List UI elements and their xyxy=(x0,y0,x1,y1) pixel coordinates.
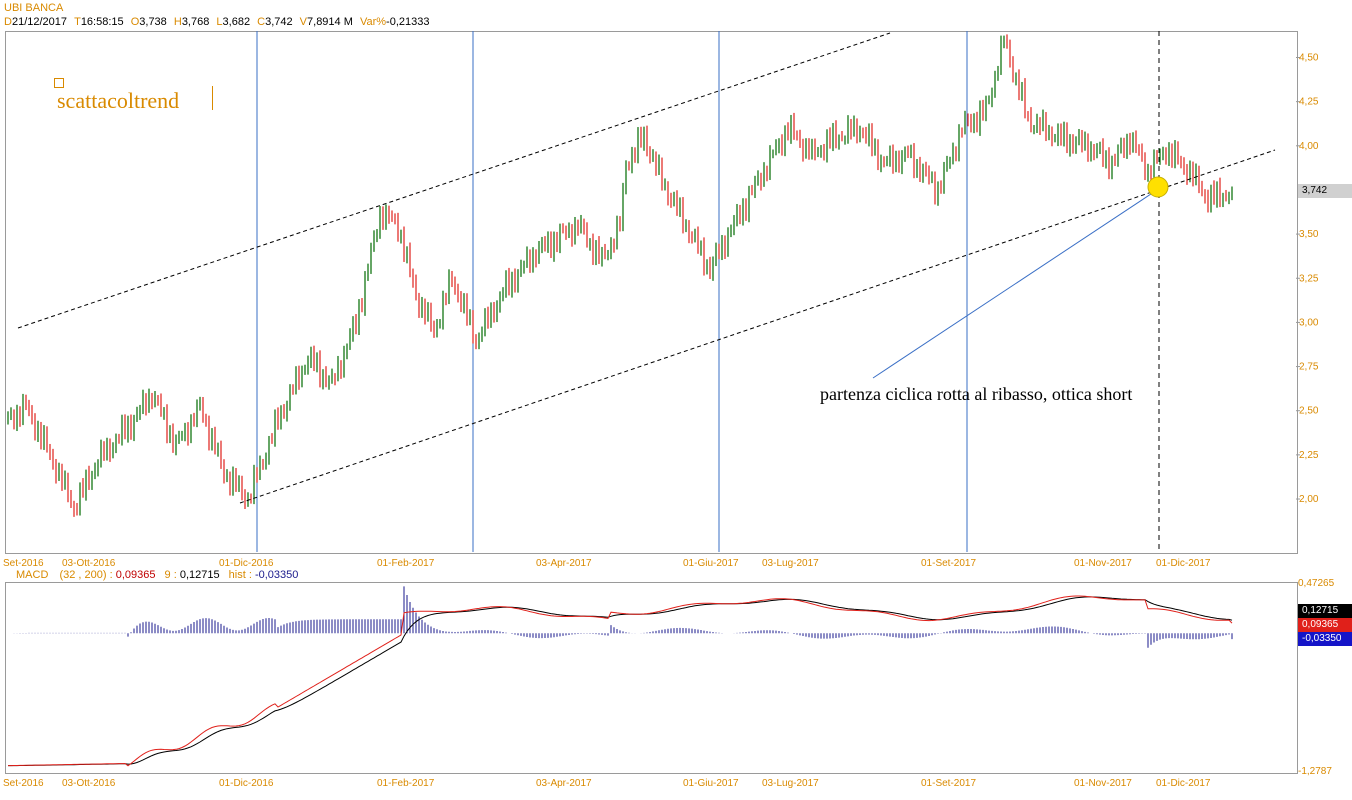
stat-val-low: 3,682 xyxy=(222,16,251,28)
price-xtick-label: 01-Nov-2017 xyxy=(1074,558,1132,569)
breakout-highlight xyxy=(1147,176,1169,198)
signal-period: 9 xyxy=(164,569,171,581)
price-xtick-label: 03-Ott-2016 xyxy=(62,558,116,569)
price-ytick-label: 4,25 xyxy=(1299,97,1319,108)
price-ytick-label: 2,75 xyxy=(1299,362,1319,373)
macd-xtick-label: 03-Lug-2017 xyxy=(762,778,819,789)
macd-xtick-label: 03-Apr-2017 xyxy=(536,778,592,789)
price-xtick-label: 01-Set-2017 xyxy=(921,558,976,569)
price-xtick-label: 01-Dic-2017 xyxy=(1156,558,1211,569)
macd-main-line xyxy=(8,595,1233,767)
annotation-text: partenza ciclica rotta al ribasso, ottic… xyxy=(820,384,1133,404)
stat-val-volume: 7,8914 M xyxy=(307,16,353,28)
price-xtick-label: 03-Apr-2017 xyxy=(536,558,592,569)
price-xtick-label: 01-Giu-2017 xyxy=(683,558,739,569)
macd-xtick-label: 01-Nov-2017 xyxy=(1074,778,1132,789)
stat-val-time: 16:58:15 xyxy=(80,16,124,28)
stats-bar: D21/12/2017 T16:58:15 O3,738 H3,768 L3,6… xyxy=(4,16,429,28)
stat-key-time: T xyxy=(74,16,81,28)
instrument-title: UBI BANCA xyxy=(4,2,64,14)
stat-key-var: Var% xyxy=(359,16,387,28)
stat-key-date: D xyxy=(4,16,12,28)
stat-val-high: 3,768 xyxy=(181,16,210,28)
price-ytick-label: 3,50 xyxy=(1299,229,1319,240)
channel-upper-line xyxy=(17,32,891,329)
price-ytick-label: 3,00 xyxy=(1299,317,1319,328)
macd-xtick-label: 01-Giu-2017 xyxy=(683,778,739,789)
stat-val-date: 21/12/2017 xyxy=(11,16,68,28)
macd-last-macd: 0,09365 xyxy=(1298,618,1352,632)
stat-key-low: L xyxy=(216,16,223,28)
price-ytick-label: 4,00 xyxy=(1299,141,1319,152)
macd-ytick-label: 0,47265 xyxy=(1298,578,1335,589)
macd-label: MACD xyxy=(16,569,49,581)
macd-xtick-label: 01-Set-2017 xyxy=(921,778,976,789)
stat-key-close: C xyxy=(257,16,266,28)
stat-val-close: 3,742 xyxy=(265,16,293,28)
watermark: scattacoltrend xyxy=(57,88,180,113)
macd-xtick-label: 01-Feb-2017 xyxy=(377,778,435,789)
hist-value: -0,03350 xyxy=(254,569,299,581)
macd-last-signal: 0,12715 xyxy=(1298,604,1352,618)
macd-xtick-label: 03-Ott-2016 xyxy=(62,778,116,789)
price-xtick-label: 03-Lug-2017 xyxy=(762,558,819,569)
macd-legend: MACD (32 , 200) : 0,09365 9 : 0,12715 hi… xyxy=(16,569,299,581)
price-xtick-label: 01-Feb-2017 xyxy=(377,558,435,569)
macd-value: 0,09365 xyxy=(115,569,156,581)
price-ytick-label: 3,25 xyxy=(1299,273,1319,284)
price-xtick-label: 01-Dic-2016 xyxy=(219,558,274,569)
stat-val-var: -0,21333 xyxy=(386,16,430,28)
macd-params: (32 , 200) xyxy=(59,569,107,581)
macd-xtick-label: 01-Dic-2017 xyxy=(1156,778,1211,789)
stat-key-open: O xyxy=(130,16,140,28)
price-ytick-label: 2,50 xyxy=(1299,406,1319,417)
price-xtick-label: Set-2016 xyxy=(3,558,44,569)
macd-ytick-label: -1,2787 xyxy=(1298,766,1332,777)
last-price-label: 3,742 xyxy=(1298,184,1352,198)
macd-last-hist: -0,03350 xyxy=(1298,632,1352,646)
macd-signal-line xyxy=(8,596,1233,767)
price-ytick-label: 4,50 xyxy=(1299,52,1319,63)
signal-value: 0,12715 xyxy=(179,569,220,581)
annotation-line xyxy=(872,189,1158,379)
stat-val-open: 3,738 xyxy=(139,16,167,28)
stat-key-volume: V xyxy=(299,16,308,28)
channel-lower-line xyxy=(239,149,1276,504)
price-ytick-label: 2,00 xyxy=(1299,494,1319,505)
price-ytick-label: 2,25 xyxy=(1299,450,1319,461)
watermark-cursor xyxy=(212,86,213,110)
macd-xtick-label: Set-2016 xyxy=(3,778,44,789)
hist-label: hist : xyxy=(228,569,252,581)
stat-key-high: H xyxy=(173,16,182,28)
watermark-box-icon xyxy=(54,78,64,88)
macd-xtick-label: 01-Dic-2016 xyxy=(219,778,274,789)
